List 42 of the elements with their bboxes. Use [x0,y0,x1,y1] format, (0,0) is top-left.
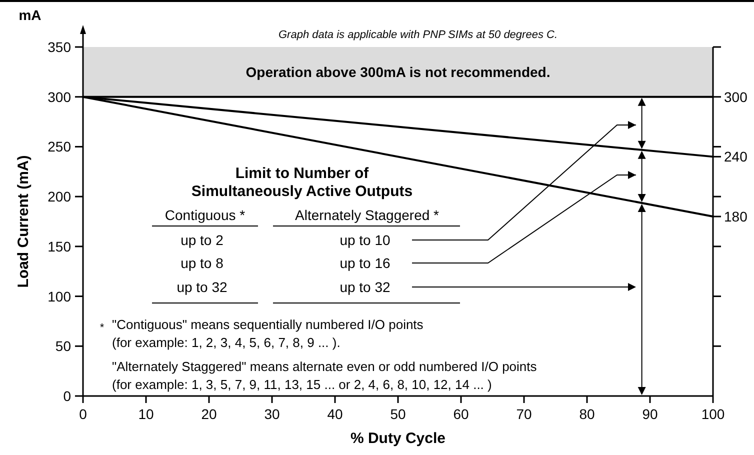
annotation: "Contiguous" means sequentially numbered I/O points [112,317,424,332]
y-tick-label: 350 [48,39,72,55]
y-tick-label: 200 [48,188,72,205]
annotation: (for example: 1, 3, 5, 7, 9, 11, 13, 15 ... or 2, 4, 6, 8, 10, 12, 14 ... ) [112,377,492,392]
chart-subtitle: Graph data is applicable with PNP SIMs at 50 degrees C. [278,29,558,41]
x-tick-label: 10 [138,406,154,422]
y-tick-label: 300 [48,88,72,105]
y-tick-label: 50 [55,338,72,354]
annotation: "Alternately Staggered" means alternate even or odd numbered I/O points [112,359,538,374]
y-tick-label: 100 [48,288,72,304]
x-tick-label: 70 [516,406,532,422]
x-tick-label: 90 [642,406,658,422]
annotation: (for example: 1, 2, 3, 4, 5, 6, 7, 8, 9 ... ). [112,335,340,350]
x-tick-label: 40 [327,406,343,422]
x-tick-label: 60 [453,406,469,422]
annotation: Simultaneously Active Outputs [191,183,413,200]
y-tick-label: 0 [63,388,72,404]
annotation: up to 32 [340,279,391,295]
annotation: Limit to Number of [235,165,370,182]
annotation: Alternately Staggered * [295,207,440,223]
annotation: up to 8 [180,255,224,271]
y-tick-label: 250 [48,138,72,155]
annotation: * [100,322,105,334]
y-axis-title: Load Current (mA) [15,155,32,288]
x-tick-label: 30 [264,406,280,422]
x-tick-label: 80 [579,406,595,422]
x-axis-title: % Duty Cycle [350,430,446,447]
band-label: Operation above 300mA is not recommended. [246,64,550,80]
y-tick-label: 150 [48,238,72,254]
annotation: up to 32 [176,279,228,295]
annotation: up to 2 [180,232,224,248]
annotation: up to 10 [340,232,391,248]
text: mA [18,7,42,23]
y2-tick-label: 180 [724,208,748,225]
x-tick-label: 100 [701,406,725,422]
x-tick-label: 50 [390,406,406,422]
x-tick-label: 0 [79,406,88,422]
y2-tick-label: 300 [724,88,748,105]
y2-tick-label: 240 [724,148,748,165]
annotation: up to 16 [340,255,391,271]
annotation: Contiguous * [164,207,246,223]
x-tick-label: 20 [201,406,217,422]
